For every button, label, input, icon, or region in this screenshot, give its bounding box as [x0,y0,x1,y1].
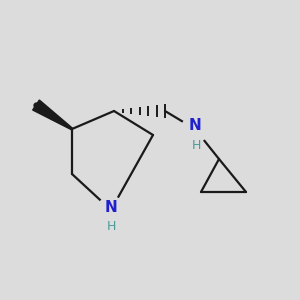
Text: H: H [192,139,201,152]
Text: N: N [105,200,117,214]
Circle shape [182,116,208,142]
Text: H: H [106,220,116,233]
Circle shape [98,196,124,224]
Polygon shape [33,100,73,130]
Text: N: N [189,118,201,134]
